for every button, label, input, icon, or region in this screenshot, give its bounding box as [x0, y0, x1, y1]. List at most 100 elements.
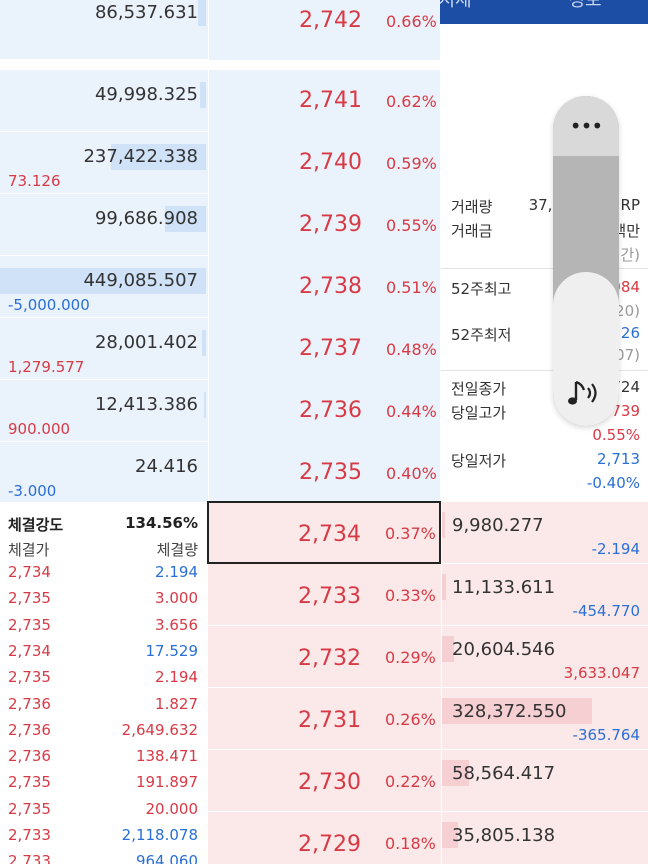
quantity-bar: [202, 330, 206, 356]
bid-price: 2,734: [298, 522, 361, 547]
ask-price-cell[interactable]: 2,742 0.66%: [208, 0, 440, 60]
bid-row[interactable]: 9,980.277 -2.194: [441, 502, 648, 564]
bid-rate: 0.18%: [385, 834, 436, 853]
ask-row[interactable]: 28,001.402 1,279.577 2,737 0.48%: [0, 318, 440, 380]
bid-price-cell[interactable]: 2,732 0.29%: [208, 626, 441, 688]
bid-quantity-change: -2.194: [591, 540, 640, 558]
bid-quantity: 58,564.417: [452, 763, 556, 784]
bid-rate: 0.22%: [385, 772, 436, 791]
ask-row[interactable]: 86,537.631 2,742 0.66%: [0, 0, 440, 60]
trade-volume: 3.656: [155, 615, 198, 634]
bid-price: 2,730: [298, 770, 361, 795]
trade-price: 2,735: [8, 799, 51, 818]
bid-row[interactable]: 328,372.550 -365.764: [441, 688, 648, 750]
ask-quantity: 24.416: [135, 456, 198, 477]
trade-row: 2,733 2,118.078: [0, 826, 207, 852]
trade-row: 2,735 3.656: [0, 616, 207, 642]
quantity-bar: [198, 0, 206, 26]
trade-volume: 138.471: [135, 747, 198, 766]
trade-volume: 2,649.632: [121, 720, 198, 739]
bid-price-cell[interactable]: 2,733 0.33%: [208, 564, 441, 626]
more-dots-icon[interactable]: •••: [569, 114, 603, 138]
ask-quantity-change: 73.126: [8, 172, 61, 190]
sound-note-icon[interactable]: [566, 376, 606, 414]
bid-quantity: 20,604.546: [452, 639, 556, 660]
bid-row[interactable]: 11,133.611 -454.770: [441, 564, 648, 626]
bid-price: 2,731: [298, 708, 361, 733]
ask-rate: 0.66%: [386, 12, 437, 31]
bid-row[interactable]: 35,805.138: [441, 812, 648, 864]
ask-quantity-change: 1,279.577: [8, 358, 85, 376]
bid-price: 2,733: [298, 584, 361, 609]
volume-unit: RP: [620, 196, 640, 214]
trade-volume: 964.060: [135, 852, 198, 864]
quantity-bar: [204, 392, 206, 418]
ask-price-cell[interactable]: 2,739 0.55%: [208, 194, 440, 256]
trade-row: 2,735 191.897: [0, 773, 207, 799]
volume-slider-knob[interactable]: [553, 272, 619, 426]
divider: [441, 268, 648, 269]
divider: [441, 370, 648, 371]
ask-quantity: 28,001.402: [94, 332, 198, 353]
bid-row[interactable]: 58,564.417: [441, 750, 648, 812]
bid-quantity: 35,805.138: [452, 825, 556, 846]
trade-price: 2,735: [8, 615, 51, 634]
ask-quantity-change: -3.000: [8, 482, 57, 500]
amount-label: 거래금: [451, 222, 493, 240]
trade-row: 2,736 1.827: [0, 695, 207, 721]
bid-price-cell[interactable]: 2,729 0.18%: [208, 812, 441, 864]
tab-info-label: 정보: [568, 0, 602, 11]
strength-label: 체결강도: [8, 516, 64, 534]
trade-row: 2,735 20.000: [0, 800, 207, 826]
ask-price: 2,737: [299, 336, 362, 361]
ask-price-cell[interactable]: 2,736 0.44%: [208, 380, 440, 442]
ask-row[interactable]: 237,422.338 73.126 2,740 0.59%: [0, 132, 440, 194]
trade-volume: 2.194: [155, 668, 198, 687]
ask-row[interactable]: 449,085.507 -5,000.000 2,738 0.51%: [0, 256, 440, 318]
quantity-bar: [111, 144, 206, 170]
amount-unit: 백만: [612, 222, 640, 240]
tab-quotes[interactable]: 시세: [425, 0, 485, 12]
ask-rate: 0.59%: [386, 154, 437, 173]
quantity-bar: [0, 268, 206, 294]
ask-price-cell[interactable]: 2,738 0.51%: [208, 256, 440, 318]
quantity-bar: [442, 574, 446, 600]
ask-quantity: 237,422.338: [83, 146, 198, 167]
trade-price: 2,733: [8, 852, 51, 864]
ask-row[interactable]: 99,686.908 2,739 0.55%: [0, 194, 440, 256]
low52-date: 07): [615, 346, 640, 364]
high52-date: 20): [615, 302, 640, 320]
bid-price-cell[interactable]: 2,731 0.26%: [208, 688, 441, 750]
volume-label: 거래량: [451, 198, 493, 216]
trade-row: 2,734 17.529: [0, 642, 207, 668]
ask-row[interactable]: 12,413.386 900.000 2,736 0.44%: [0, 380, 440, 442]
ask-price-cell[interactable]: 2,735 0.40%: [208, 442, 440, 504]
trade-volume: 2,118.078: [121, 826, 198, 844]
bid-price: 2,729: [298, 832, 361, 857]
overlay-menu[interactable]: •••: [553, 96, 619, 156]
trade-row: 2,733 964.060: [0, 852, 207, 864]
trade-price: 2,736: [8, 720, 51, 739]
day-high-label: 당일고가: [451, 404, 507, 422]
floating-media-control[interactable]: •••: [553, 96, 619, 426]
ask-row[interactable]: 49,998.325 2,741 0.62%: [0, 70, 440, 132]
day-high-value: 739: [611, 402, 640, 420]
ask-price-cell[interactable]: 2,740 0.59%: [208, 132, 440, 194]
ask-price-cell[interactable]: 2,741 0.62%: [208, 70, 440, 132]
bid-price-cell[interactable]: 2,730 0.22%: [208, 750, 441, 812]
ask-row[interactable]: 24.416 -3.000 2,735 0.40%: [0, 442, 440, 504]
price-header: 체결가: [8, 541, 50, 559]
tab-info[interactable]: 정보: [555, 0, 615, 12]
ask-rate: 0.40%: [386, 464, 437, 483]
bid-row[interactable]: 20,604.546 3,633.047: [441, 626, 648, 688]
bid-rate: 0.26%: [385, 710, 436, 729]
day-high-rate: 0.55%: [592, 426, 640, 444]
bid-quantity: 11,133.611: [452, 577, 556, 598]
bid-quantity: 328,372.550: [452, 701, 567, 722]
bid-quantity: 9,980.277: [452, 515, 544, 536]
bid-rate: 0.29%: [385, 648, 436, 667]
bid-quantity-change: 3,633.047: [563, 664, 640, 682]
ask-price-cell[interactable]: 2,737 0.48%: [208, 318, 440, 380]
low52-label: 52주최저: [451, 326, 512, 344]
bid-rate: 0.33%: [385, 586, 436, 605]
